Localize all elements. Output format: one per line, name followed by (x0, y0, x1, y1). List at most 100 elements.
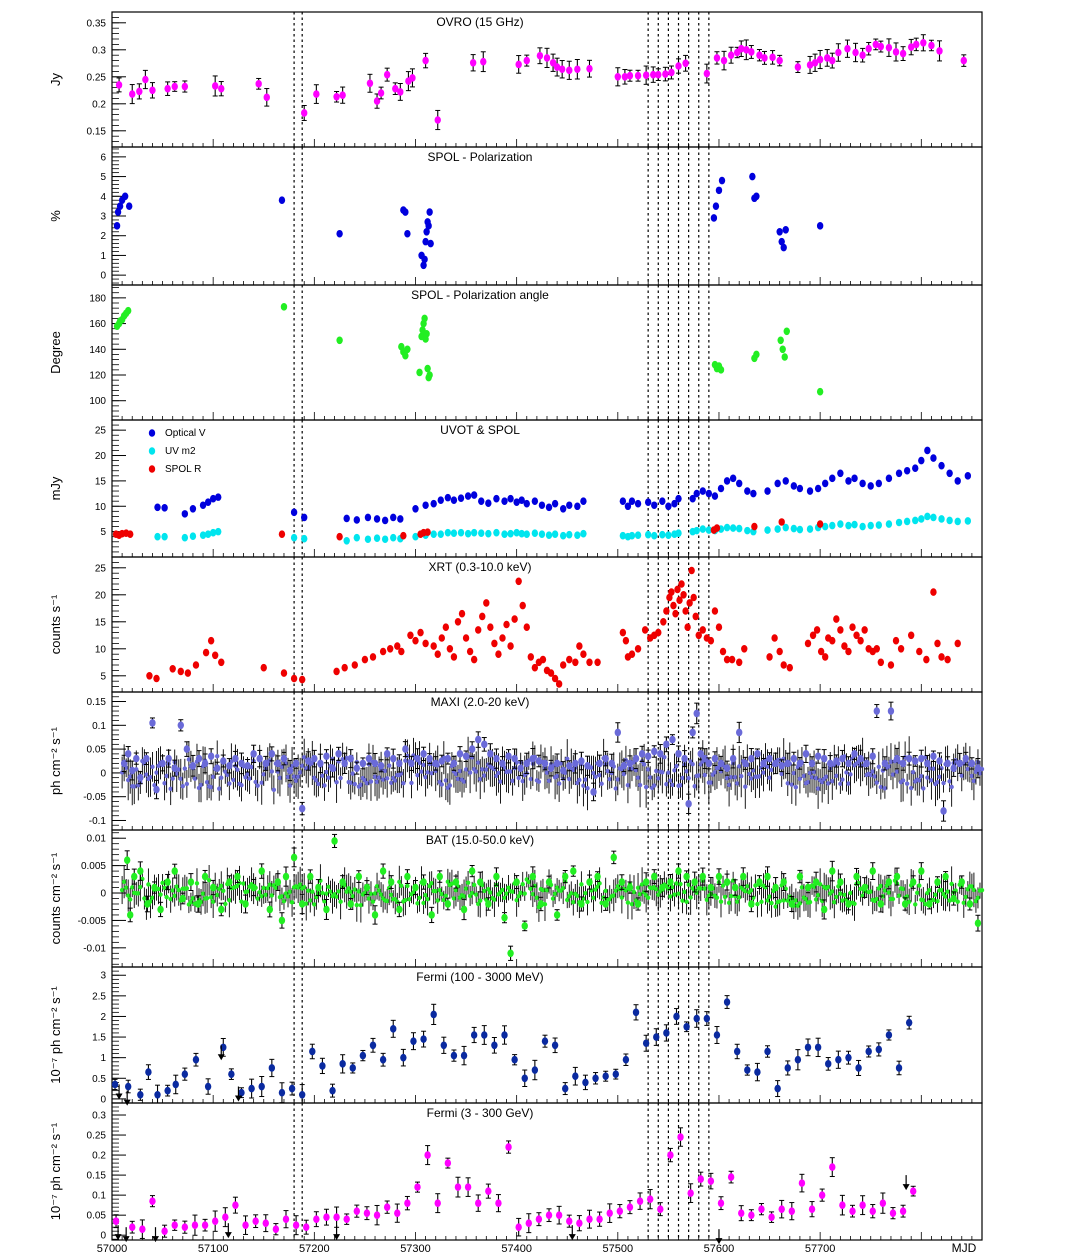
data-point (460, 905, 468, 914)
data-point (430, 642, 437, 650)
data-point (572, 658, 579, 667)
data-point (468, 745, 476, 753)
data-point (479, 612, 486, 621)
data-point (857, 636, 864, 645)
data-point (457, 528, 465, 537)
data-point (756, 51, 763, 59)
data-point (756, 878, 763, 886)
data-point (622, 1055, 630, 1064)
panel-3: 100 120 140 160 180 SPOL - Polarization angle… (48, 284, 983, 421)
data-point (541, 1037, 549, 1045)
data-point (470, 491, 478, 499)
y-tick-label: 0.01 (87, 834, 107, 845)
data-point (404, 229, 411, 238)
data-point (125, 893, 131, 898)
data-point (944, 655, 951, 664)
data-point (949, 784, 954, 790)
data-point (939, 887, 944, 893)
data-point (389, 780, 394, 785)
data-point (208, 784, 214, 790)
data-point (215, 892, 220, 898)
data-point (154, 532, 161, 541)
y-tick-label: 2 (100, 231, 106, 242)
data-point (720, 56, 728, 65)
data-point (760, 759, 767, 768)
data-point (262, 759, 269, 768)
data-point (162, 780, 167, 786)
y-axis-label: counts cm⁻² s⁻¹ (48, 852, 63, 944)
data-point (780, 661, 787, 669)
data-point (297, 882, 303, 887)
data-point (786, 663, 793, 672)
data-point (559, 661, 567, 669)
y-tick-label: 15 (95, 617, 107, 628)
data-point (430, 1010, 437, 1019)
data-point (529, 754, 537, 763)
data-point (495, 650, 502, 658)
data-point (223, 901, 228, 907)
data-point (450, 496, 458, 504)
data-point (128, 774, 133, 779)
y-tick-label: 10 (95, 644, 107, 655)
data-point (352, 781, 357, 787)
data-point (667, 878, 674, 886)
data-point (903, 466, 911, 475)
data-point (355, 872, 363, 881)
data-point (754, 1068, 761, 1076)
data-point (642, 878, 650, 886)
data-point (195, 754, 203, 763)
data-point (686, 599, 693, 607)
data-point (235, 767, 240, 772)
data-point (493, 754, 500, 763)
data-point (541, 759, 549, 768)
data-point (168, 896, 173, 902)
data-point (804, 883, 812, 892)
data-point (684, 623, 691, 631)
data-point (121, 879, 127, 885)
y-tick-label: 20 (95, 451, 107, 462)
data-point (467, 770, 473, 775)
data-point (356, 889, 362, 894)
data-point (626, 759, 634, 768)
data-point (189, 761, 197, 770)
y-tick-label: 0.05 (87, 1211, 107, 1222)
legend-label: Optical V (165, 428, 206, 439)
data-point (153, 785, 160, 794)
data-point (885, 520, 893, 528)
data-point (566, 66, 573, 75)
data-point (738, 44, 745, 53)
data-point (210, 899, 216, 904)
data-point (699, 872, 706, 881)
data-point (390, 513, 397, 522)
y-tick-label: 0 (100, 1231, 106, 1242)
data-point (199, 501, 207, 510)
data-point (458, 609, 466, 618)
data-point (766, 754, 773, 763)
data-point (204, 1082, 212, 1091)
data-point (861, 626, 868, 634)
data-point (711, 607, 719, 615)
data-point (160, 880, 165, 886)
panel-title: MAXI (2.0-20 keV) (431, 695, 530, 709)
data-point (219, 775, 224, 780)
data-point (783, 327, 790, 336)
data-point (849, 623, 856, 631)
data-point (733, 1047, 741, 1056)
data-point (488, 890, 493, 895)
data-point (710, 214, 718, 222)
data-point (712, 770, 718, 775)
data-point (764, 487, 771, 495)
data-point (859, 51, 866, 59)
data-point (480, 57, 487, 66)
data-point (531, 529, 539, 537)
data-point (556, 781, 562, 786)
data-point (482, 773, 487, 778)
data-point (796, 759, 804, 768)
data-point (192, 661, 200, 669)
data-point (774, 525, 781, 533)
data-point (397, 88, 404, 96)
data-point (829, 56, 836, 65)
data-point (959, 773, 964, 778)
data-point (783, 886, 788, 891)
y-tick-label: 0.3 (92, 1111, 106, 1122)
